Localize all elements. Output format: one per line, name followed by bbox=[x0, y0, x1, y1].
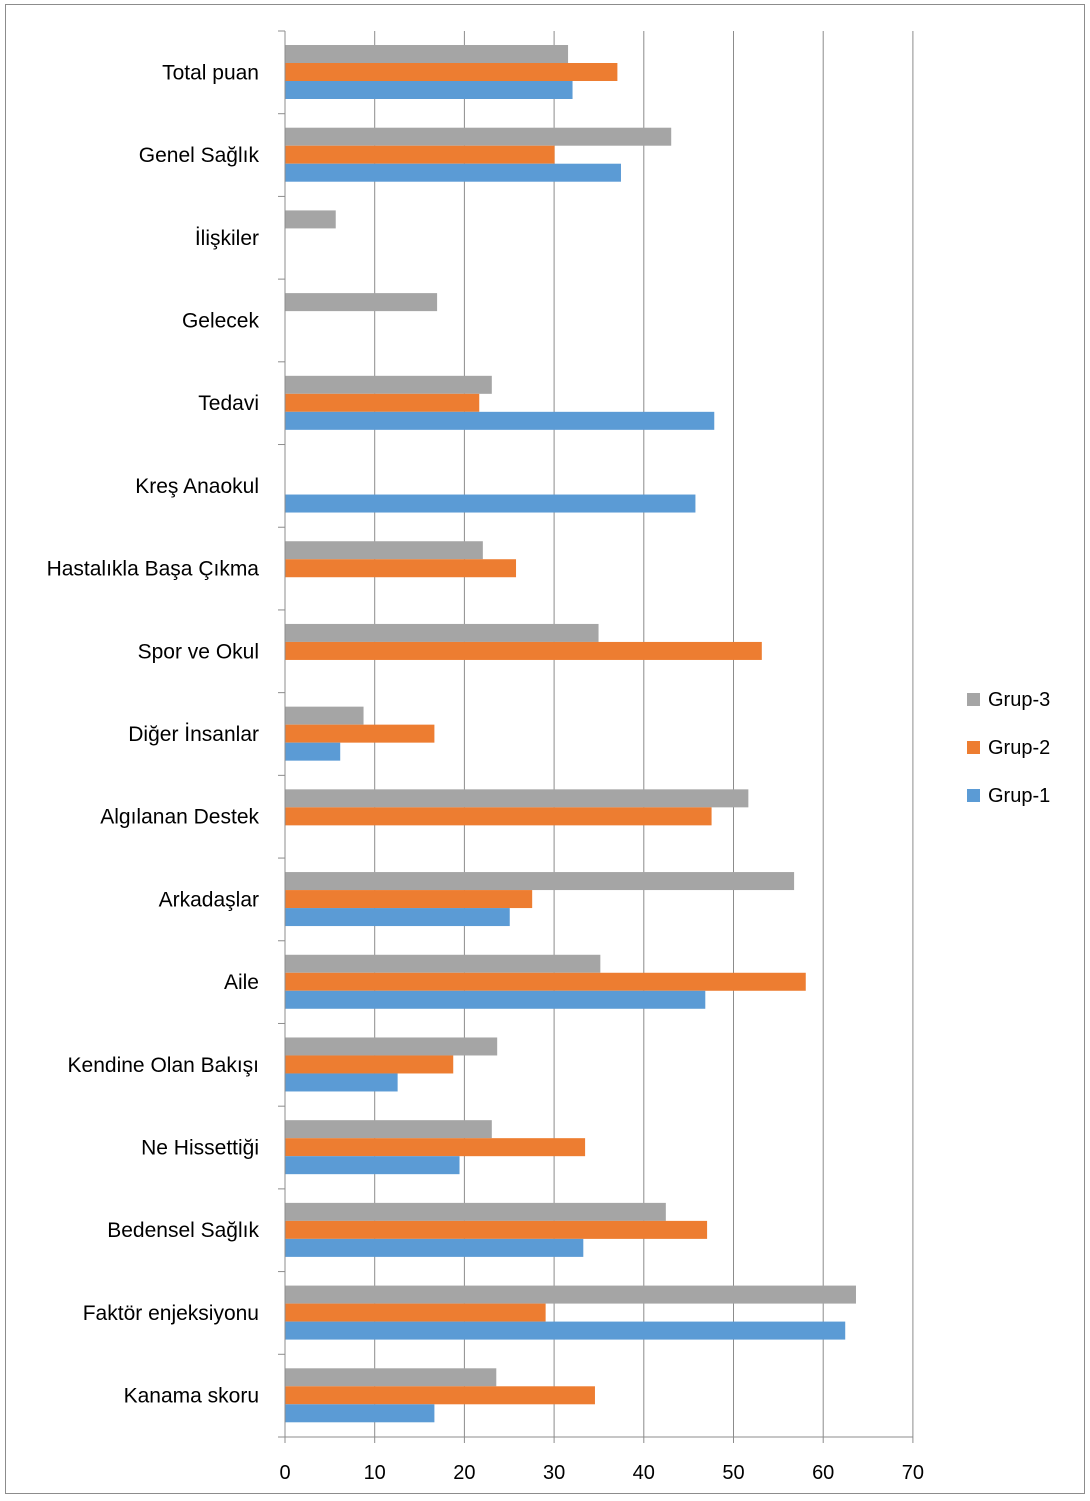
bar-grup-1 bbox=[285, 411, 715, 430]
legend-label: Grup-3 bbox=[988, 689, 1050, 711]
bar-grup-3 bbox=[285, 1285, 856, 1304]
category-label: Faktör enjeksiyonu bbox=[83, 1302, 259, 1325]
x-tick-label: 70 bbox=[902, 1462, 924, 1484]
legend-swatch bbox=[967, 741, 980, 754]
bar-grup-1 bbox=[285, 742, 341, 761]
bar-grup-1 bbox=[285, 1321, 846, 1340]
bar-grup-2 bbox=[285, 1055, 454, 1074]
chart-frame: Total puan Genel Sağlık İlişkiler Gelecek Te… bbox=[5, 4, 1085, 1494]
x-tick-label: 60 bbox=[812, 1462, 834, 1484]
bar-grup-2 bbox=[285, 559, 517, 578]
bar-grup-1 bbox=[285, 990, 706, 1009]
bar-grup-3 bbox=[285, 706, 364, 725]
bar-grup-1 bbox=[285, 1404, 435, 1423]
category-label: Tedavi bbox=[198, 392, 259, 415]
x-tick-label: 30 bbox=[543, 1462, 565, 1484]
bar-grup-2 bbox=[285, 972, 806, 991]
x-tick-label: 20 bbox=[453, 1462, 475, 1484]
bar-grup-2 bbox=[285, 393, 480, 412]
bar-grup-3 bbox=[285, 954, 601, 973]
bar-grup-1 bbox=[285, 1238, 584, 1257]
bar-grup-1 bbox=[285, 1156, 460, 1175]
bar-grup-3 bbox=[285, 1368, 497, 1387]
x-tick-label: 10 bbox=[364, 1462, 386, 1484]
axes bbox=[278, 30, 914, 1443]
x-tick-label: 40 bbox=[633, 1462, 655, 1484]
legend-label: Grup-2 bbox=[988, 737, 1050, 759]
bar-grup-1 bbox=[285, 163, 621, 182]
category-label: Arkadaşlar bbox=[159, 888, 259, 911]
bar-grup-1 bbox=[285, 908, 510, 927]
bar-grup-1 bbox=[285, 494, 696, 513]
bar-grup-3 bbox=[285, 127, 672, 146]
bar-grup-3 bbox=[285, 45, 569, 63]
bar-grup-3 bbox=[285, 623, 599, 642]
legend-swatch bbox=[967, 789, 980, 802]
chart-svg: Total puan Genel Sağlık İlişkiler Gelecek Te… bbox=[47, 30, 1050, 1484]
category-label: Spor ve Okul bbox=[138, 640, 259, 663]
category-label: Bedensel Sağlık bbox=[107, 1219, 259, 1242]
bar-grup-2 bbox=[285, 63, 618, 81]
x-tick-label: 50 bbox=[722, 1462, 744, 1484]
category-label: Algılanan Destek bbox=[100, 806, 259, 829]
category-label: Kreş Anaokul bbox=[135, 475, 259, 498]
gridlines bbox=[374, 31, 914, 1437]
bar-grup-3 bbox=[285, 789, 749, 808]
category-label: Total puan bbox=[162, 61, 259, 84]
category-label: Ne Hissettiği bbox=[141, 1137, 259, 1160]
bar-grup-3 bbox=[285, 210, 336, 229]
category-label: Aile bbox=[224, 971, 259, 994]
category-label: Genel Sağlık bbox=[139, 144, 260, 167]
bar-grup-2 bbox=[285, 807, 712, 826]
bar-grup-2 bbox=[285, 724, 435, 743]
bar-grup-3 bbox=[285, 375, 492, 394]
bar-grup-2 bbox=[285, 890, 533, 909]
category-label: Kendine Olan Bakışı bbox=[68, 1054, 259, 1077]
category-labels: Total puan Genel Sağlık İlişkiler Gelecek Te… bbox=[47, 61, 260, 1407]
legend-swatch bbox=[967, 693, 980, 706]
legend-label: Grup-1 bbox=[988, 785, 1050, 807]
bar-grup-3 bbox=[285, 541, 483, 560]
category-label: Kanama skoru bbox=[124, 1385, 259, 1408]
tick-labels: 0 10 20 30 40 50 60 70 bbox=[279, 1462, 924, 1484]
bar-grup-3 bbox=[285, 1120, 492, 1139]
bar-grup-2 bbox=[285, 1386, 595, 1405]
bar-grup-2 bbox=[285, 1220, 708, 1239]
bar-grup-2 bbox=[285, 641, 762, 660]
bar-grup-3 bbox=[285, 293, 438, 312]
x-tick-label: 0 bbox=[279, 1462, 290, 1484]
bar-grup-3 bbox=[285, 1202, 666, 1221]
bar-grup-2 bbox=[285, 1303, 546, 1322]
bar-grup-2 bbox=[285, 1138, 586, 1157]
category-label: Gelecek bbox=[182, 309, 260, 332]
category-label: Hastalıkla Başa Çıkma bbox=[47, 558, 260, 581]
bar-grup-1 bbox=[285, 81, 573, 99]
bar-grup-3 bbox=[285, 1037, 498, 1056]
bar-grup-1 bbox=[285, 1073, 398, 1092]
bars bbox=[285, 45, 856, 1423]
category-label: Diğer İnsanlar bbox=[128, 723, 259, 746]
legend: Grup-3 Grup-2 Grup-1 bbox=[967, 689, 1050, 807]
category-label: İlişkiler bbox=[195, 227, 259, 250]
bar-grup-2 bbox=[285, 145, 555, 164]
bar-grup-3 bbox=[285, 872, 795, 891]
